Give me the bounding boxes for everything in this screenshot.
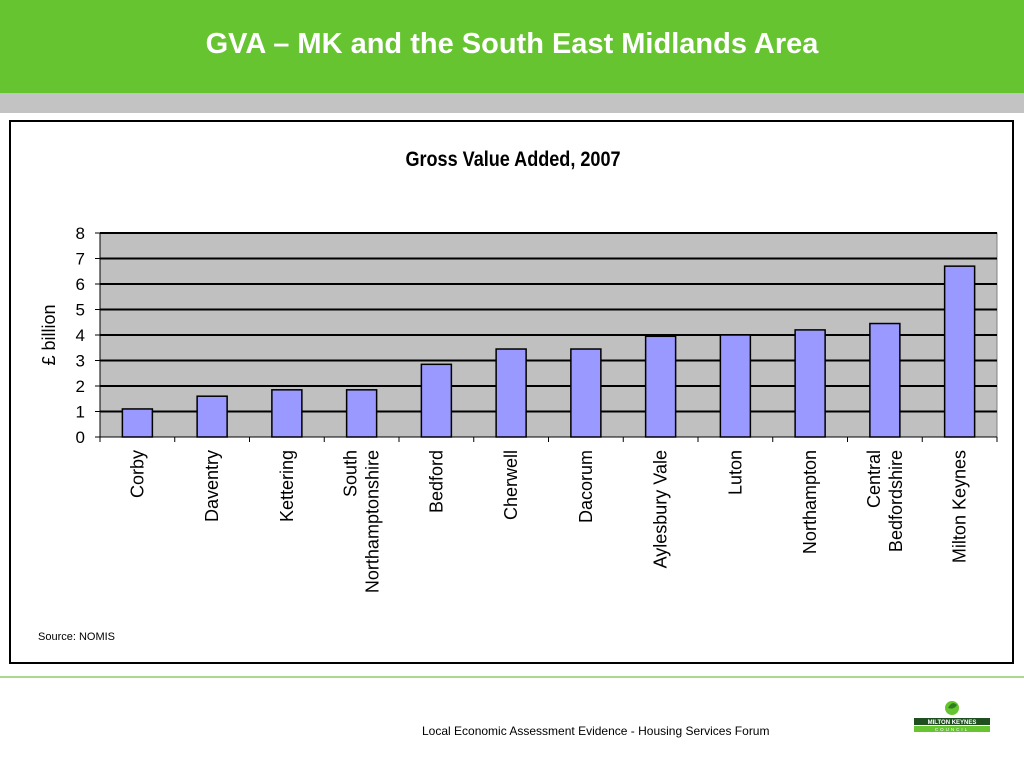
x-tick-label: Dacorum xyxy=(576,450,596,523)
header-bar xyxy=(0,0,1024,93)
y-tick-label: 5 xyxy=(76,301,85,320)
logo-text-sub: COUNCIL xyxy=(935,727,969,732)
x-tick-label: Luton xyxy=(725,450,745,495)
header-divider xyxy=(0,93,1024,113)
y-tick-label: 6 xyxy=(76,275,85,294)
x-tick-label: Corby xyxy=(127,450,147,498)
bar xyxy=(196,395,228,438)
x-tick-label: Milton Keynes xyxy=(950,450,970,563)
x-tick-label: Daventry xyxy=(202,450,222,522)
slide-title: GVA – MK and the South East Midlands Are… xyxy=(205,28,819,60)
y-tick-label: 7 xyxy=(76,250,85,269)
y-tick-label: 8 xyxy=(76,224,85,243)
bar xyxy=(794,329,826,438)
bar xyxy=(420,363,453,438)
bar xyxy=(943,265,976,438)
logo-text-main: MILTON KEYNES xyxy=(928,720,977,726)
y-axis-label: £ billion xyxy=(39,304,59,365)
x-tick-label: Aylesbury Vale xyxy=(651,450,671,568)
source-note: Source: NOMIS xyxy=(38,631,116,643)
y-tick-label: 2 xyxy=(76,377,85,396)
x-tick-label: Cherwell xyxy=(501,450,521,520)
bar xyxy=(644,335,677,438)
chart-title: Gross Value Added, 2007 xyxy=(405,148,620,172)
x-tick-label: Central Bedfordshire xyxy=(864,450,906,552)
bar xyxy=(719,334,752,438)
y-tick-label: 4 xyxy=(76,326,85,345)
footer-text: Local Economic Assessment Evidence - Hou… xyxy=(422,724,770,738)
x-tick-label: South Northamptonshire xyxy=(341,450,383,593)
bar xyxy=(495,348,527,438)
bar xyxy=(271,389,303,438)
y-tick-label: 0 xyxy=(76,428,85,447)
x-tick-label: Bedford xyxy=(426,450,446,513)
x-tick-label: Kettering xyxy=(277,450,297,522)
y-tick-label: 1 xyxy=(76,403,85,422)
council-logo: MILTON KEYNES COUNCIL xyxy=(914,701,990,732)
leaf-icon xyxy=(945,701,959,715)
x-tick-label: Northampton xyxy=(800,450,820,554)
bar xyxy=(121,408,154,438)
bar xyxy=(869,322,901,438)
bar xyxy=(345,389,378,438)
y-tick-label: 3 xyxy=(76,352,85,371)
footer-divider xyxy=(0,676,1024,678)
bar xyxy=(570,348,602,438)
